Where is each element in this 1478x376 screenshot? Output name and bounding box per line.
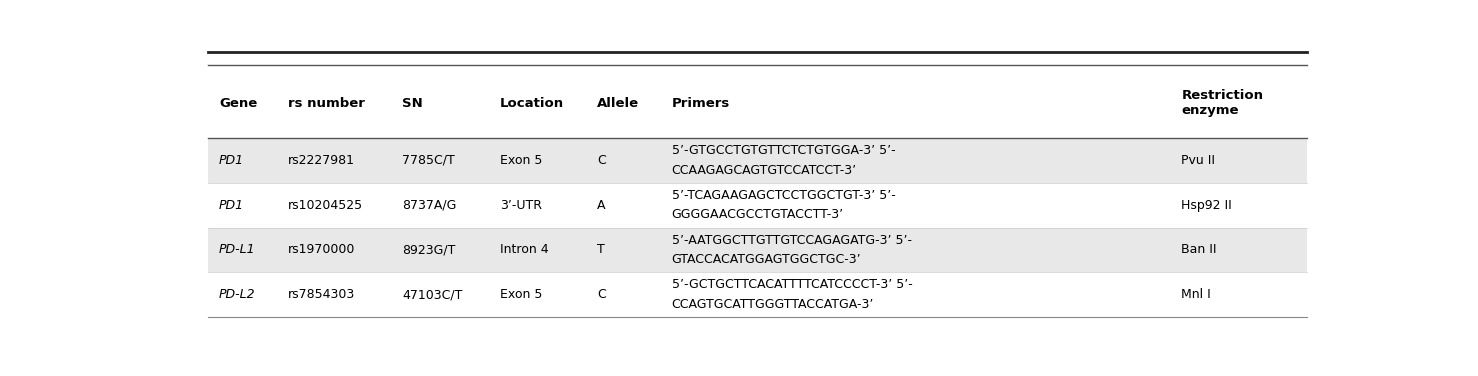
Text: C: C [597,154,606,167]
Text: Exon 5: Exon 5 [500,154,542,167]
Bar [207,138,1308,183]
Text: CCAAGAGCAGTGTCCATCCT-3’: CCAAGAGCAGTGTCCATCCT-3’ [671,164,857,177]
Text: GGGGAACGCCTGTACCTT-3’: GGGGAACGCCTGTACCTT-3’ [671,208,844,221]
Text: 47103C/T: 47103C/T [402,288,463,301]
Bar [207,183,1308,227]
Text: SN: SN [402,97,423,109]
Text: PD1: PD1 [219,154,244,167]
Text: Gene: Gene [219,97,257,109]
Bar [207,227,1308,272]
Text: 5’-GCTGCTTCACATTTTCATCCCCT-3’ 5’-: 5’-GCTGCTTCACATTTTCATCCCCT-3’ 5’- [671,279,912,291]
Text: Pvu II: Pvu II [1181,154,1215,167]
Text: Intron 4: Intron 4 [500,243,548,256]
Text: A: A [597,199,606,212]
Text: C: C [597,288,606,301]
Text: rs2227981: rs2227981 [288,154,355,167]
Text: PD1: PD1 [219,199,244,212]
Text: rs10204525: rs10204525 [288,199,364,212]
Text: PD-L2: PD-L2 [219,288,256,301]
Text: 5’-TCAGAAGAGCTCCTGGCTGT-3’ 5’-: 5’-TCAGAAGAGCTCCTGGCTGT-3’ 5’- [671,189,896,202]
Text: 8737A/G: 8737A/G [402,199,457,212]
Text: Primers: Primers [671,97,730,109]
Text: Hsp92 II: Hsp92 II [1181,199,1233,212]
Text: PD-L1: PD-L1 [219,243,256,256]
Text: GTACCACATGGAGTGGCTGC-3’: GTACCACATGGAGTGGCTGC-3’ [671,253,862,266]
Text: Ban II: Ban II [1181,243,1216,256]
Text: rs number: rs number [288,97,365,109]
Text: rs1970000: rs1970000 [288,243,355,256]
Text: CCAGTGCATTGGGTTACCATGA-3’: CCAGTGCATTGGGTTACCATGA-3’ [671,298,873,311]
Bar [207,272,1308,317]
Bar [207,68,1308,138]
Text: 5’-AATGGCTTGTTGTCCAGAGATG-3’ 5’-: 5’-AATGGCTTGTTGTCCAGAGATG-3’ 5’- [671,233,912,247]
Text: rs7854303: rs7854303 [288,288,355,301]
Text: Restriction
enzyme: Restriction enzyme [1181,89,1264,117]
Text: Location: Location [500,97,565,109]
Text: Mnl I: Mnl I [1181,288,1210,301]
Text: 8923G/T: 8923G/T [402,243,455,256]
Text: 3’-UTR: 3’-UTR [500,199,542,212]
Text: Exon 5: Exon 5 [500,288,542,301]
Text: 5’-GTGCCTGTGTTCTCTGTGGA-3’ 5’-: 5’-GTGCCTGTGTTCTCTGTGGA-3’ 5’- [671,144,896,157]
Text: 7785C/T: 7785C/T [402,154,455,167]
Text: T: T [597,243,605,256]
Text: Allele: Allele [597,97,640,109]
